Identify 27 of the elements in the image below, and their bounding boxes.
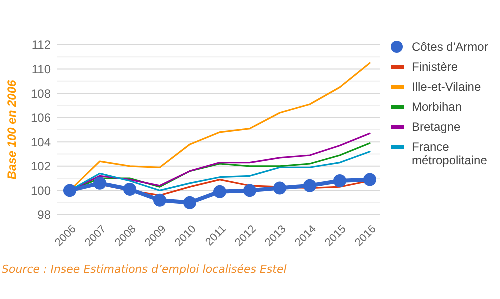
legend-label: Côtes d'Armor: [412, 40, 488, 54]
legend-label: France métropolitaine: [412, 140, 488, 168]
point: [94, 176, 106, 190]
point: [64, 184, 76, 198]
point: [364, 173, 376, 186]
y-axis-title: Base 100 en 2006: [5, 80, 19, 180]
y-tick-label: 100: [30, 184, 52, 198]
y-tick-label: 108: [30, 86, 52, 101]
point: [214, 185, 226, 198]
legend-label: Bretagne: [412, 120, 462, 134]
point: [274, 182, 286, 195]
y-tick-label: 112: [32, 38, 52, 52]
point: [304, 179, 316, 192]
legend-label: Finistère: [412, 60, 458, 74]
point: [334, 174, 346, 188]
legend-label: Ille-et-Vilaine: [412, 80, 482, 94]
legend-label: Morbihan: [412, 100, 462, 114]
point: [124, 183, 136, 196]
y-tick-label: 98: [38, 208, 52, 222]
point: [184, 196, 196, 210]
y-tick-label: 106: [30, 111, 52, 126]
point: [244, 184, 256, 198]
y-tick-label: 102: [30, 160, 52, 174]
point: [154, 194, 166, 207]
source-note: Source : Insee Estimations d’emploi localisées Estel: [2, 263, 287, 276]
y-tick-label: 104: [30, 135, 52, 150]
y-tick-label: 110: [32, 62, 52, 76]
